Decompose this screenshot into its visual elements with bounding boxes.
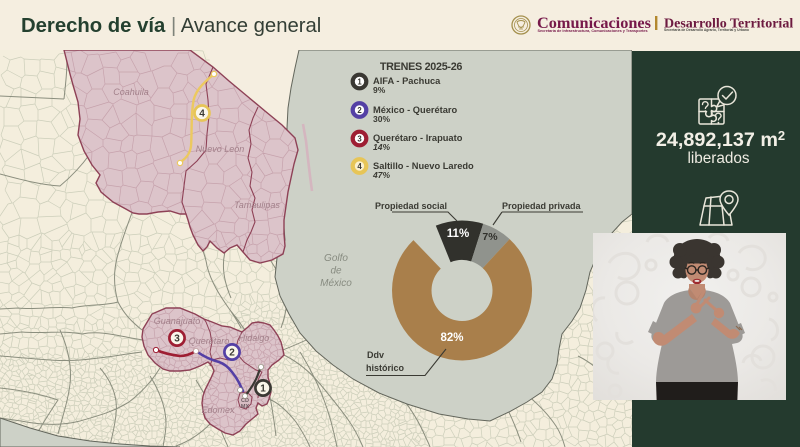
svg-text:Coahuila: Coahuila [113,87,149,97]
svg-text:México - Querétaro: México - Querétaro [373,105,458,115]
svg-text:TRENES 2025-26: TRENES 2025-26 [380,61,463,73]
svg-text:Hidalgo: Hidalgo [239,333,270,343]
svg-text:Tamaulipas: Tamaulipas [234,200,280,210]
svg-text:9%: 9% [373,85,386,95]
svg-text:Desarrollo Territorial: Desarrollo Territorial [664,17,793,32]
svg-text:Nuevo León: Nuevo León [196,144,245,154]
svg-text:MX: MX [241,404,250,410]
svg-text:1: 1 [357,77,362,86]
svg-text:AIFA - Pachuca: AIFA - Pachuca [373,76,441,86]
svg-text:México: México [320,278,352,289]
svg-text:Querétaro - Irapuato: Querétaro - Irapuato [373,133,463,143]
svg-text:Propiedad social: Propiedad social [375,201,447,211]
svg-text:Propiedad privada: Propiedad privada [502,201,582,211]
svg-text:Guanajuato: Guanajuato [154,316,201,326]
svg-text:30%: 30% [373,114,390,124]
svg-text:Secretaría de Infraestructura,: Secretaría de Infraestructura, Comunicac… [538,29,648,33]
svg-text:7%: 7% [482,231,498,243]
svg-text:CD: CD [241,398,249,404]
svg-text:Secretaría de Desarrollo Agrar: Secretaría de Desarrollo Agrario, Territ… [664,28,749,32]
svg-text:histórico: histórico [366,363,405,373]
svg-text:de: de [330,266,342,277]
svg-text:4: 4 [357,162,362,171]
svg-text:1: 1 [260,384,266,395]
svg-text:3: 3 [357,134,362,143]
svg-text:Saltillo - Nuevo Laredo: Saltillo - Nuevo Laredo [373,161,474,171]
svg-text:2: 2 [357,106,362,115]
svg-text:47%: 47% [372,170,390,180]
svg-text:82%: 82% [440,332,463,344]
svg-text:14%: 14% [373,142,390,152]
svg-text:Golfo: Golfo [324,253,348,264]
svg-text:4: 4 [199,109,205,120]
svg-text:3: 3 [174,334,180,345]
svg-text:2: 2 [229,348,235,359]
svg-text:Querétaro: Querétaro [189,336,230,346]
svg-text:Ddv: Ddv [367,350,384,360]
svg-text:Comunicaciones: Comunicaciones [537,13,651,32]
svg-text:Edomex: Edomex [201,405,235,415]
svg-text:11%: 11% [447,228,469,240]
